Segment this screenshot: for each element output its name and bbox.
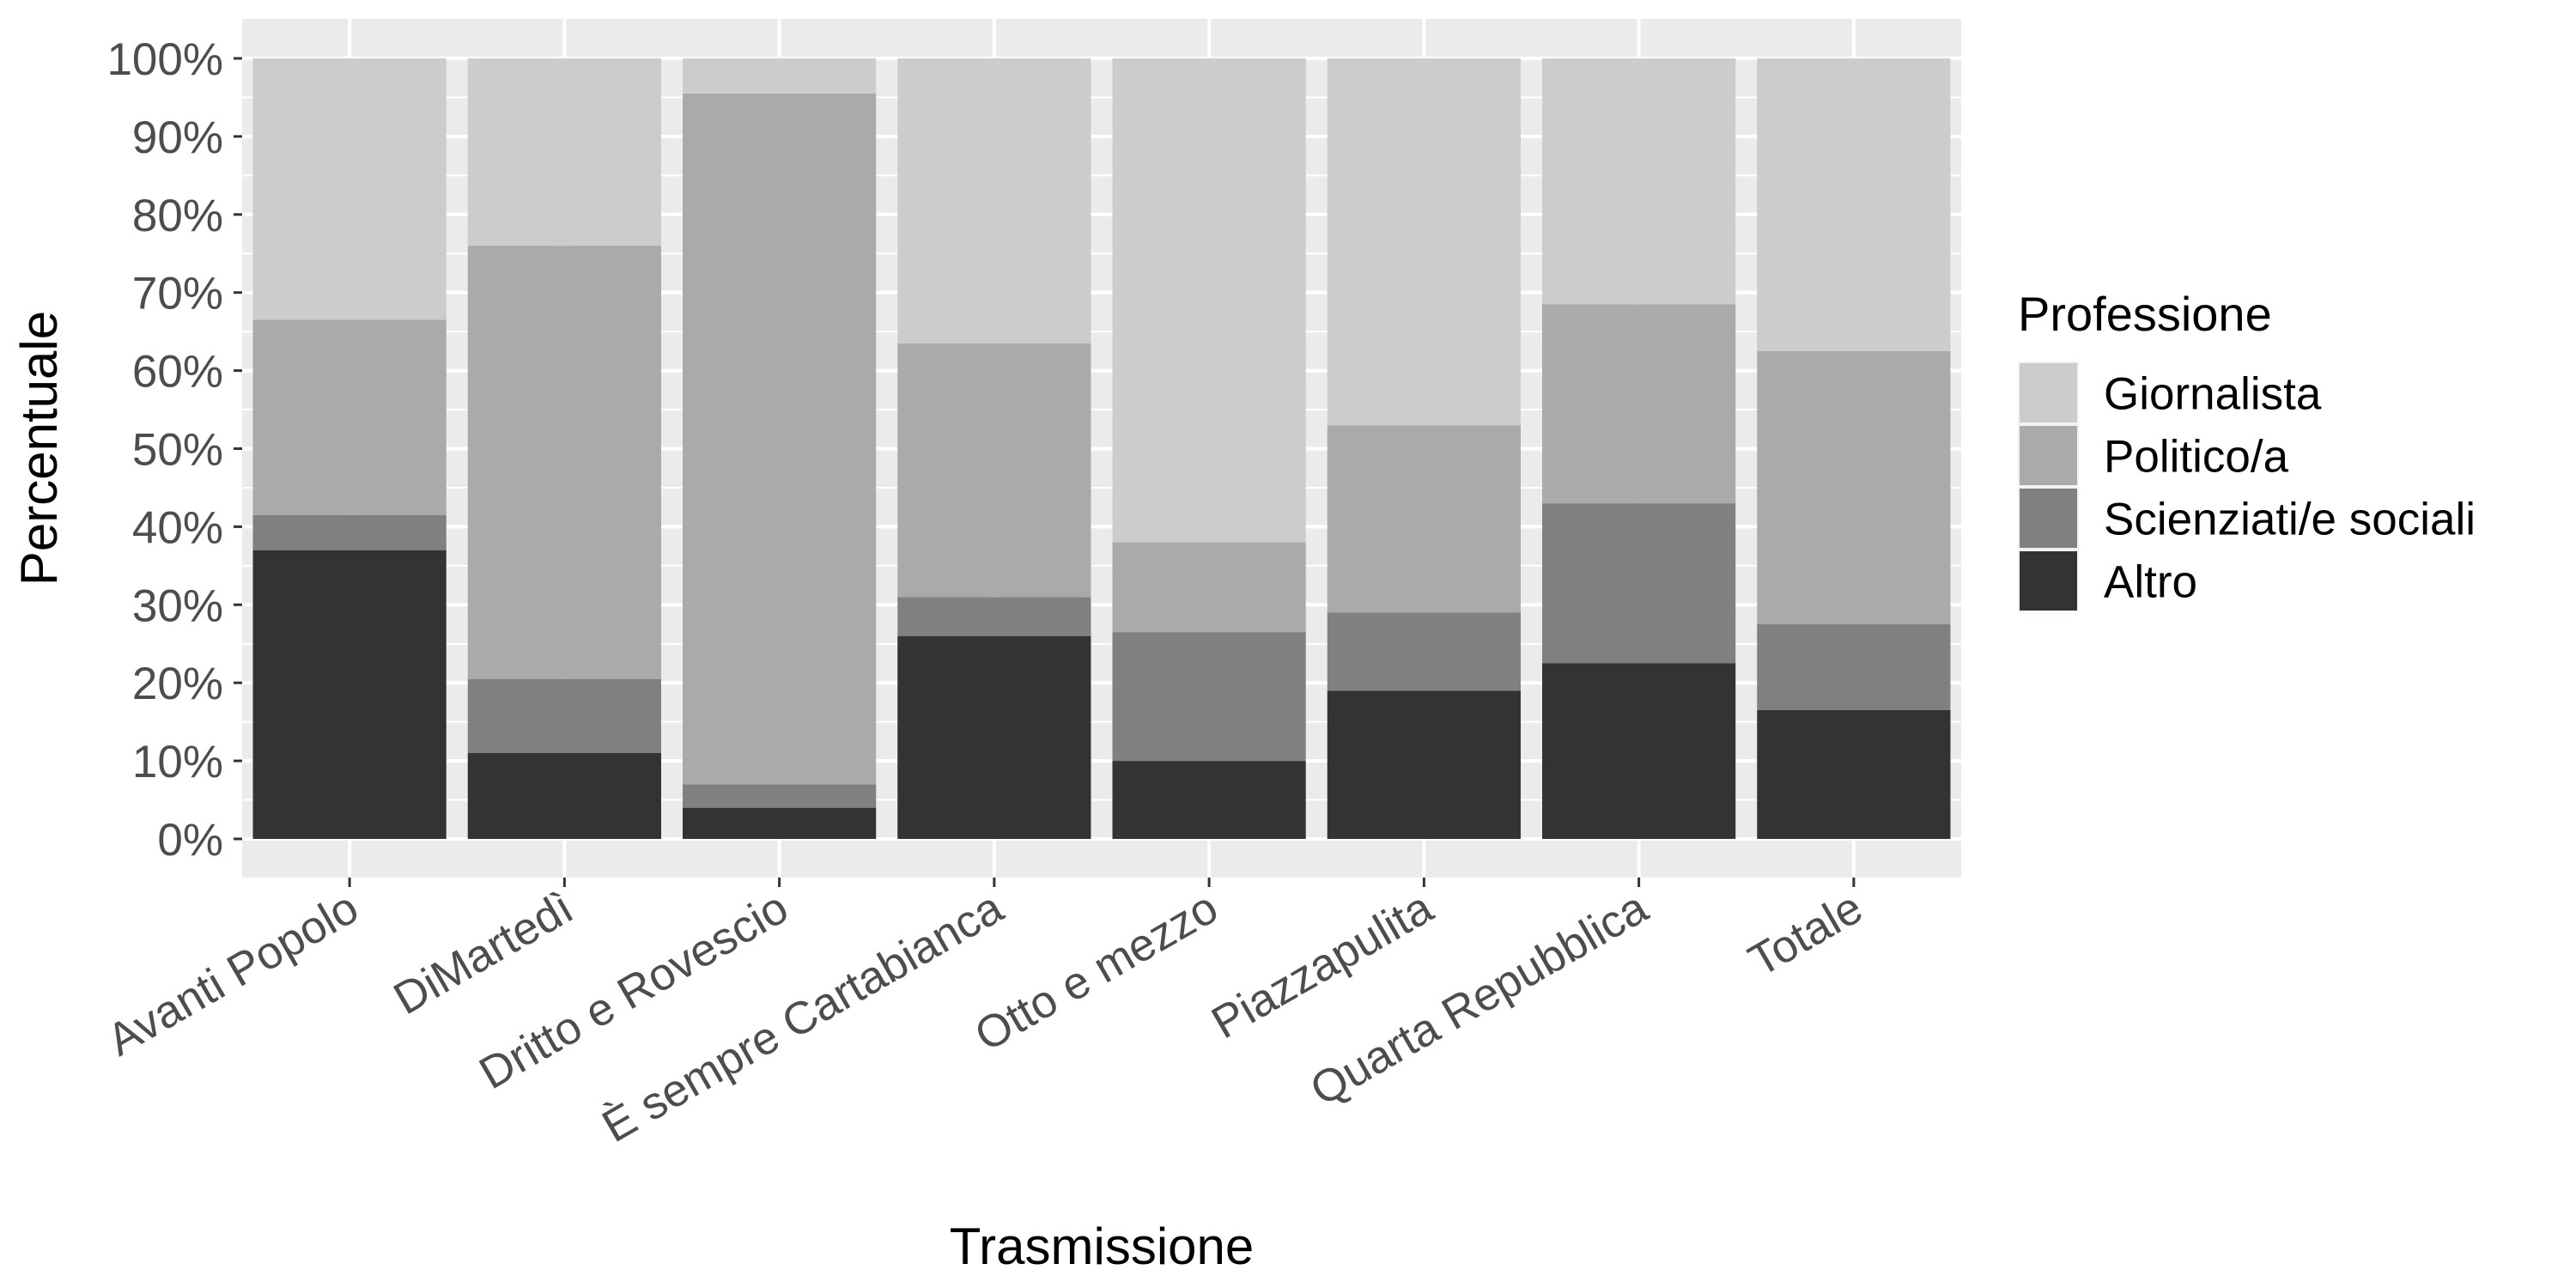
bar-segment-politico-a [1757, 350, 1951, 625]
bar-segment-altro [467, 753, 661, 839]
bar-segment-scienziati-e-sociali [1112, 632, 1306, 762]
legend-label-altro: Altro [2104, 557, 2197, 608]
legend-key-altro [2020, 551, 2077, 611]
bar-segment-giornalista [897, 58, 1091, 343]
bar-segment-giornalista [1542, 58, 1736, 305]
bar-segment-scienziati-e-sociali [1542, 503, 1736, 664]
bar-segment-politico-a [683, 93, 877, 785]
bar-segment-scienziati-e-sociali [467, 678, 661, 754]
x-tick-label: Otto e mezzo [967, 882, 1226, 1061]
legend-label-giornalista: Giornalista [2104, 369, 2322, 420]
bar-segment-politico-a [252, 319, 447, 515]
y-axis-title: Percentuale [10, 311, 68, 586]
bar-segment-politico-a [1542, 304, 1736, 504]
legend-title: Professione [2018, 287, 2272, 341]
legend-key-politico-a [2020, 426, 2077, 485]
bar-segment-altro [897, 635, 1091, 839]
bar-segment-scienziati-e-sociali [897, 597, 1091, 636]
y-tick-label: 80% [132, 191, 223, 241]
x-tick-label: DiMartedì [386, 882, 581, 1024]
y-tick-label: 60% [132, 347, 223, 398]
bar-segment-scienziati-e-sociali [683, 784, 877, 808]
bar-segment-scienziati-e-sociali [1327, 612, 1521, 691]
bar-segment-altro [252, 550, 447, 839]
y-axis: 0% 10% 20% 30% 40% 50% 60% 70% 80% 90% 100% [106, 34, 242, 866]
bar-segment-politico-a [897, 343, 1091, 598]
legend-key-scienziati-e-sociali [2020, 489, 2077, 548]
y-tick-label: 40% [132, 502, 223, 553]
bar-segment-altro [1112, 761, 1306, 839]
bar-segment-altro [683, 807, 877, 839]
bar-segment-altro [1542, 663, 1736, 839]
y-tick-label: 70% [132, 269, 223, 319]
bar-segment-giornalista [683, 58, 877, 94]
bar-segment-giornalista [1112, 58, 1306, 543]
y-tick-label: 10% [132, 737, 223, 787]
y-tick-label: 50% [132, 425, 223, 476]
bar-segment-giornalista [467, 58, 661, 246]
x-tick-label: Totale [1741, 882, 1871, 987]
y-tick-label: 100% [106, 34, 223, 85]
legend-label-scienziati-e-sociali: Scienziati/e sociali [2104, 495, 2476, 545]
bar-segment-giornalista [252, 58, 447, 320]
bar-segment-politico-a [467, 246, 661, 679]
x-tick-label: È sempre Cartabianca [594, 882, 1012, 1152]
bar-segment-politico-a [1112, 542, 1306, 633]
legend-label-politico-a: Politico/a [2104, 432, 2289, 483]
y-tick-label: 20% [132, 659, 223, 709]
bar-segment-scienziati-e-sociali [252, 514, 447, 550]
y-tick-label: 30% [132, 580, 223, 631]
y-tick-label: 90% [132, 112, 223, 163]
bar-segment-giornalista [1757, 58, 1951, 351]
bar-segment-scienziati-e-sociali [1757, 624, 1951, 711]
bars [252, 58, 1951, 839]
bar-segment-giornalista [1327, 58, 1521, 426]
bar-segment-altro [1757, 710, 1951, 839]
y-tick-label: 0% [157, 815, 223, 866]
bar-segment-altro [1327, 690, 1521, 839]
legend-key-giornalista [2020, 363, 2077, 422]
legend: Professione Giornalista Politico/a Scienzi… [2018, 287, 2476, 612]
x-tick-label: Avanti Popolo [99, 882, 367, 1066]
x-axis-title: Trasmissione [950, 1218, 1255, 1275]
bar-segment-politico-a [1327, 425, 1521, 613]
